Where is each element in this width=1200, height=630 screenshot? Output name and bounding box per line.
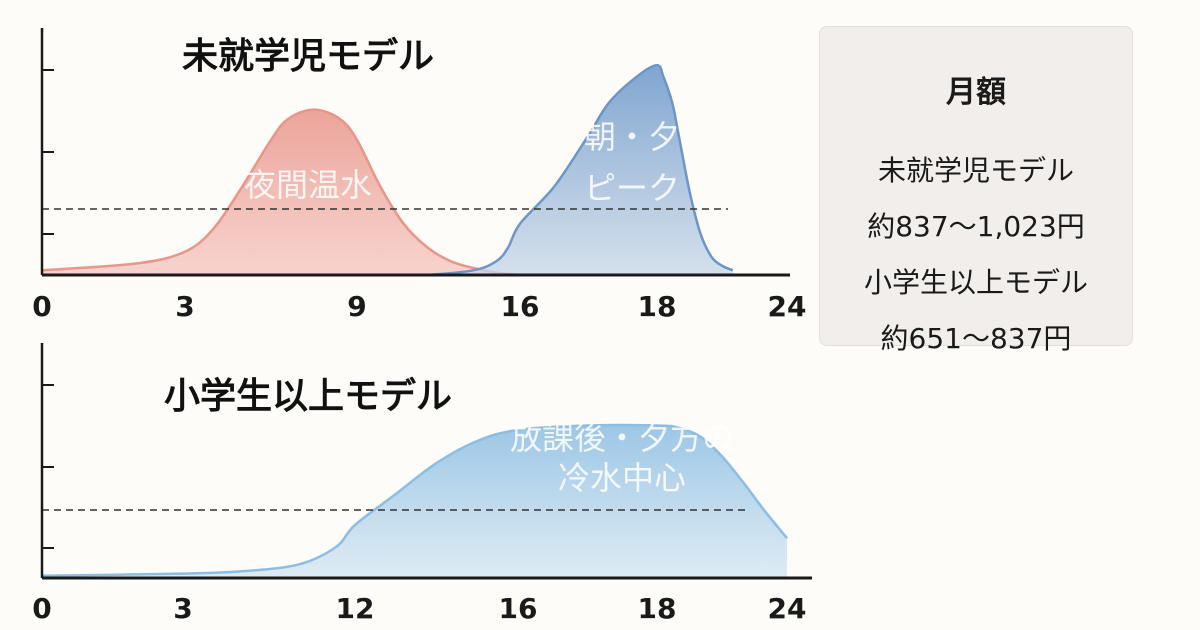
monthly-cost-panel: 月額 未就学児モデル 約837～1,023円 小学生以上モデル 約651～837… — [819, 26, 1133, 355]
panel-line-preschool-cost: 約837～1,023円 — [867, 210, 1085, 243]
series-area-2 — [426, 65, 733, 275]
series-area-1 — [42, 109, 520, 275]
series-line-2 — [426, 64, 734, 277]
x-tick-label: 18 — [638, 290, 677, 323]
x-tick-label: 0 — [32, 592, 51, 625]
series-label: 冷水中心 — [558, 459, 686, 497]
chart-title: 小学生以上モデル — [164, 375, 452, 417]
series-label: 夜間温水 — [244, 166, 372, 204]
series-label: 朝・夕 — [584, 118, 680, 156]
x-tick-label: 3 — [175, 290, 194, 323]
series-label: ピーク — [584, 169, 680, 207]
series-line-1 — [41, 423, 788, 578]
x-tick-label: 12 — [336, 592, 375, 625]
x-tick-label: 0 — [32, 290, 51, 323]
series-label: 放課後・夕方の — [510, 419, 734, 457]
panel-line-school-cost: 約651～837円 — [880, 322, 1072, 355]
x-tick-label: 24 — [768, 592, 807, 625]
x-tick-label: 16 — [501, 290, 540, 323]
x-tick-label: 18 — [638, 592, 677, 625]
x-tick-label: 24 — [768, 290, 807, 323]
x-tick-label: 3 — [173, 592, 192, 625]
series-line-1 — [41, 108, 521, 277]
panel-line-preschool-label: 未就学児モデル — [877, 154, 1074, 187]
x-tick-label: 16 — [499, 592, 538, 625]
series-area-1 — [42, 425, 787, 578]
chart-title: 未就学児モデル — [182, 35, 434, 77]
panel-title: 月額 — [946, 75, 1006, 110]
panel-line-school-label: 小学生以上モデル — [863, 266, 1088, 299]
x-tick-label: 9 — [347, 290, 366, 323]
